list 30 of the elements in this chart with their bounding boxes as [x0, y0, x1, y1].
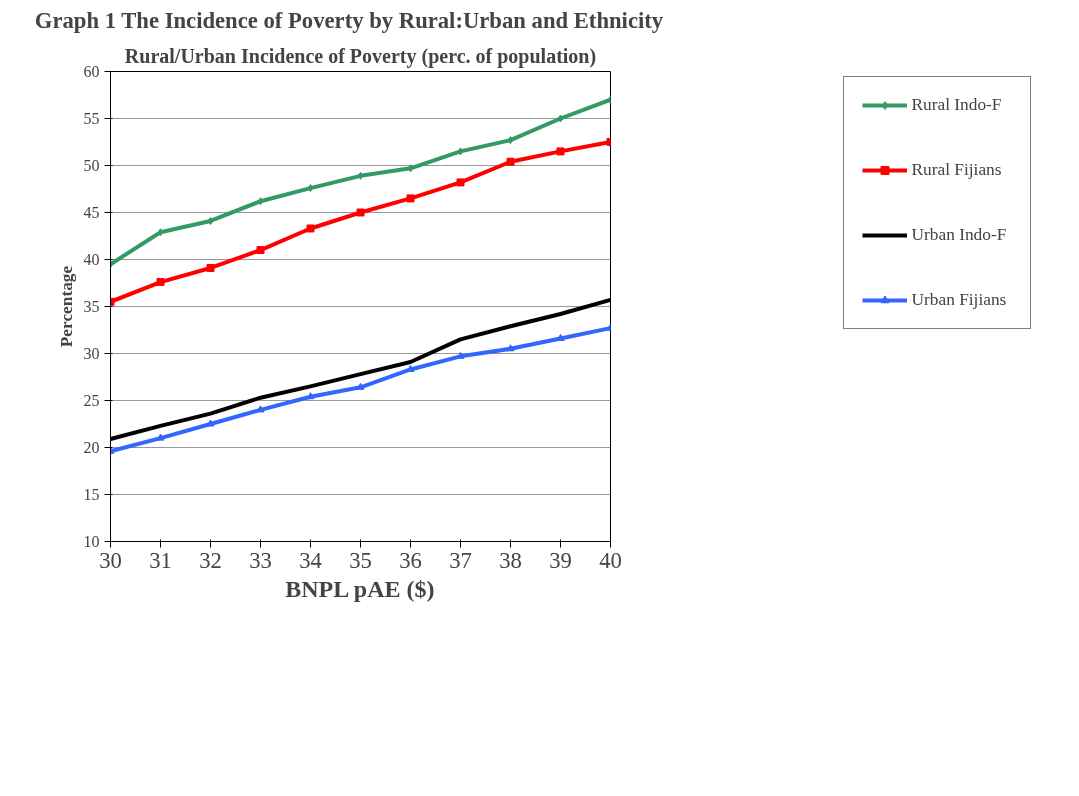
x-tick-label: 40 — [599, 547, 622, 573]
y-tick-label: 55 — [83, 110, 100, 127]
legend-label: Rural Fijians — [911, 160, 1003, 180]
y-tick-label: 60 — [83, 63, 100, 80]
x-tick-label: 30 — [99, 547, 122, 573]
y-axis-title: Percentage — [56, 265, 76, 348]
x-tick-label: 38 — [499, 547, 522, 573]
x-tick-label: 32 — [199, 547, 222, 573]
x-axis-title: BNPL pAE ($) — [285, 575, 435, 602]
y-tick-label: 20 — [83, 439, 100, 456]
y-tick-label: 15 — [83, 486, 100, 503]
y-tick-label: 35 — [83, 298, 100, 315]
x-tick-label: 37 — [449, 547, 472, 573]
y-tick-label: 40 — [83, 251, 100, 268]
chart-subtitle: Rural/Urban Incidence of Poverty (perc. of population) — [124, 44, 597, 68]
x-tick-label: 31 — [149, 547, 172, 573]
x-tick-label: 34 — [299, 547, 322, 573]
x-tick-label: 35 — [349, 547, 372, 573]
legend-label: Urban Indo-F — [911, 225, 1008, 245]
legend-label: Urban Fijians — [911, 290, 1008, 310]
x-tick-label: 36 — [399, 547, 422, 573]
x-tick-label: 33 — [249, 547, 272, 573]
y-tick-label: 45 — [83, 204, 100, 221]
chart-title: Graph 1 The Incidence of Poverty by Rural:Urban and Ethnicity — [34, 7, 664, 33]
y-tick-label: 50 — [83, 157, 100, 174]
legend-label: Rural Indo-F — [911, 95, 1003, 115]
x-tick-label: 39 — [549, 547, 572, 573]
y-tick-label: 10 — [83, 533, 100, 550]
y-tick-label: 30 — [83, 345, 100, 362]
y-tick-label: 25 — [83, 392, 100, 409]
